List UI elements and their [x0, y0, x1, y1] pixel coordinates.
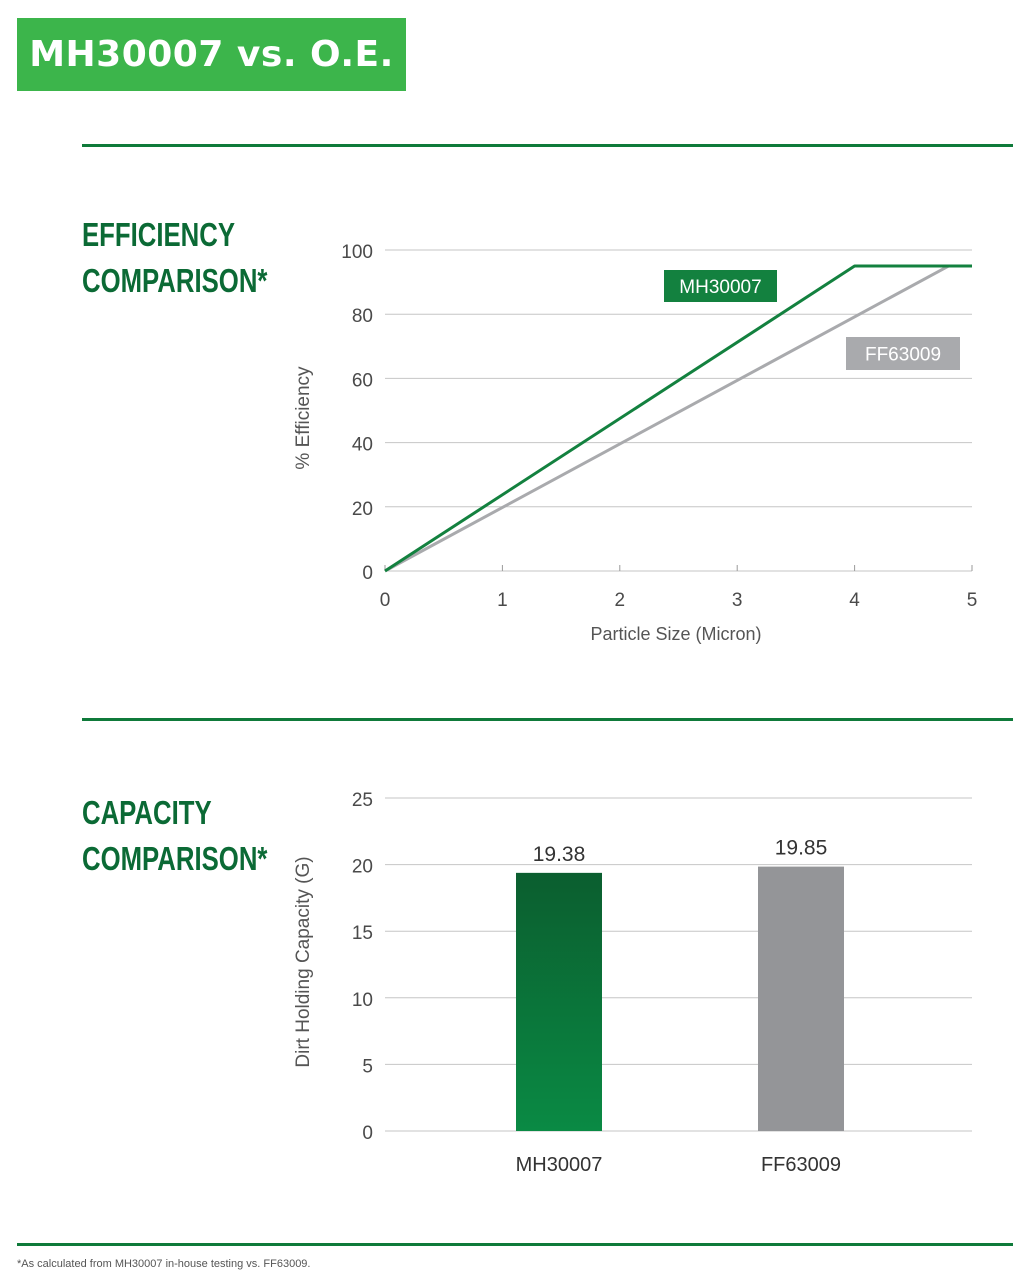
efficiency-series [384, 264, 972, 573]
capacity-heading: CAPACITY COMPARISON* [82, 790, 267, 882]
section-divider-top [82, 144, 1013, 147]
capacity-gridlines [385, 797, 972, 1132]
capacity-category-label: FF63009 [761, 1154, 841, 1176]
section-divider-middle [82, 718, 1013, 721]
capacity-labels: 19.38 MH30007 19.85 FF63009 [516, 837, 841, 1176]
efficiency-x-tick-label: 0 [380, 590, 391, 611]
legend-box [664, 270, 777, 302]
efficiency-x-ticks: 0 1 2 3 4 5 [380, 565, 978, 611]
capacity-chart: 0 5 10 15 20 25 19.38 MH30007 19.85 FF63009 Dirt… [293, 790, 972, 1176]
capacity-y-tick-label: 25 [352, 790, 373, 811]
capacity-y-ticks: 0 5 10 15 20 25 [352, 790, 373, 1144]
efficiency-x-tick-label: 4 [849, 590, 860, 611]
capacity-y-tick-label: 10 [352, 990, 373, 1011]
capacity-value-label: 19.85 [775, 837, 828, 860]
title-badge: MH30007 vs. O.E. [17, 18, 406, 91]
efficiency-y-tick-label: 40 [352, 435, 373, 456]
capacity-bar [516, 872, 602, 1131]
capacity-y-tick-label: 15 [352, 923, 373, 944]
efficiency-x-tick-label: 1 [497, 590, 508, 611]
efficiency-y-ticks: 0 20 40 60 80 100 [341, 242, 373, 584]
efficiency-y-tick-label: 60 [352, 370, 373, 391]
efficiency-y-axis-label: % Efficiency [293, 366, 314, 470]
capacity-y-tick-label: 0 [362, 1123, 373, 1144]
efficiency-heading-line1: EFFICIENCY [82, 216, 236, 253]
efficiency-y-tick-label: 80 [352, 306, 373, 327]
capacity-category-label: MH30007 [516, 1154, 603, 1176]
efficiency-y-tick-label: 20 [352, 499, 373, 520]
efficiency-series-line [384, 264, 972, 573]
legend-label: FF63009 [865, 345, 941, 366]
capacity-heading-line2: COMPARISON* [82, 840, 268, 877]
efficiency-x-tick-label: 5 [967, 590, 978, 611]
legend-label: MH30007 [679, 277, 761, 298]
page-title: MH30007 vs. O.E. [29, 34, 394, 75]
capacity-y-tick-label: 20 [352, 857, 373, 878]
capacity-y-tick-label: 5 [362, 1056, 373, 1077]
efficiency-y-tick-label: 100 [341, 242, 373, 263]
efficiency-gridlines [385, 249, 972, 572]
efficiency-series-line [384, 264, 972, 573]
efficiency-x-tick-label: 3 [732, 590, 743, 611]
section-divider-bottom [17, 1243, 1013, 1246]
footnote: *As calculated from MH30007 in-house tes… [17, 1258, 311, 1270]
legend-box [846, 337, 960, 370]
capacity-y-axis-label: Dirt Holding Capacity (G) [293, 856, 314, 1067]
efficiency-heading-line2: COMPARISON* [82, 262, 268, 299]
capacity-bars [516, 866, 844, 1131]
capacity-bar [758, 866, 844, 1131]
efficiency-heading: EFFICIENCY COMPARISON* [82, 212, 267, 304]
efficiency-y-tick-label: 0 [362, 563, 373, 584]
efficiency-x-axis-label: Particle Size (Micron) [590, 624, 761, 644]
efficiency-chart: 0 20 40 60 80 100 0 1 2 3 4 5 MH30007 FF63009 Parti… [293, 242, 978, 644]
efficiency-legend: MH30007 FF63009 [664, 270, 960, 370]
efficiency-x-tick-label: 2 [615, 590, 626, 611]
capacity-value-label: 19.38 [533, 843, 586, 866]
capacity-heading-line1: CAPACITY [82, 794, 212, 831]
